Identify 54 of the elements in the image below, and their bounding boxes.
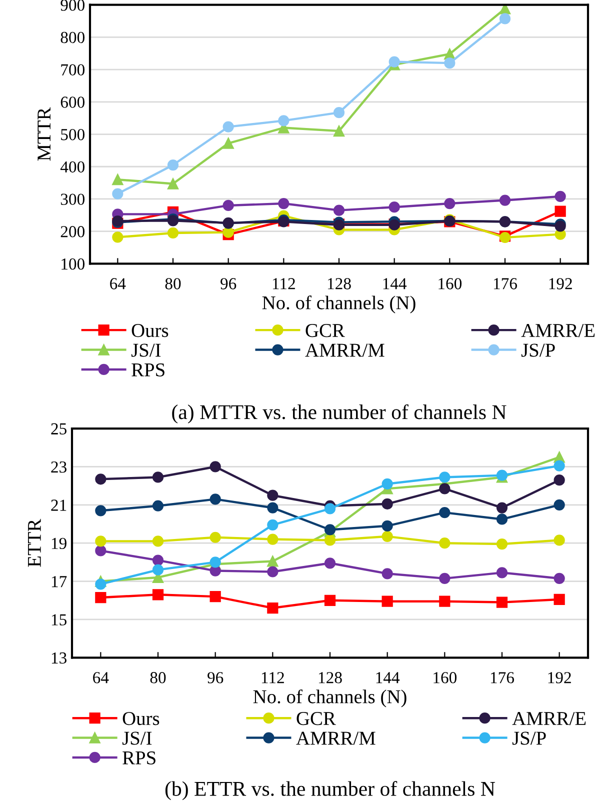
y-tick-label: 800 — [60, 32, 85, 44]
x-tick-label: 80 — [165, 278, 181, 290]
x-tick-label: 192 — [548, 672, 571, 684]
y-tick-label: 13 — [52, 652, 66, 664]
legend-label: AMRR/M — [296, 732, 376, 745]
x-tick-label: 64 — [110, 278, 126, 290]
legend-label: RPS — [122, 751, 156, 764]
legend-label: AMRR/E — [512, 712, 586, 726]
legend-label: JS/I — [122, 732, 152, 745]
x-tick-label: 192 — [549, 278, 572, 290]
legend-label: Ours — [132, 324, 168, 338]
x-axis-title: No. of channels (N) — [262, 295, 416, 314]
y-tick-label: 200 — [60, 226, 85, 238]
y-tick-label: 700 — [61, 64, 85, 76]
x-tick-label: 64 — [93, 672, 109, 684]
legend-label: JS/P — [521, 344, 555, 357]
y-tick-label: 21 — [51, 500, 66, 511]
y-tick-label: 900 — [60, 0, 85, 11]
y-tick-label: 400 — [60, 161, 85, 173]
y-tick-label: 100 — [62, 258, 85, 270]
y-axis-title: ETTR — [28, 518, 41, 567]
legend-label: AMRR/M — [305, 344, 384, 357]
x-tick-label: 80 — [150, 672, 166, 684]
x-tick-label: 128 — [318, 672, 342, 684]
legend-label: GCR — [296, 712, 336, 726]
text: (b) ETTR vs. the number of channels N — [165, 781, 495, 800]
x-tick-label: 144 — [376, 672, 400, 684]
legend-label: JS/P — [512, 732, 546, 745]
x-tick-label: 112 — [262, 672, 284, 684]
x-tick-label: 96 — [208, 672, 224, 684]
y-tick-label: 23 — [51, 461, 66, 473]
x-tick-label: 144 — [383, 278, 407, 290]
y-tick-label: 300 — [60, 194, 85, 205]
y-axis-title: MTTR — [38, 107, 50, 161]
y-tick-label: 500 — [61, 128, 85, 140]
x-tick-label: 160 — [438, 278, 462, 290]
x-tick-label: 160 — [434, 672, 457, 684]
legend-label: Ours — [122, 712, 160, 726]
x-tick-label: 112 — [272, 278, 295, 290]
y-tick-label: 15 — [52, 614, 66, 626]
text: (a) MTTR vs. the number of channels N — [172, 404, 506, 424]
x-tick-label: 176 — [494, 278, 518, 290]
legend-label: AMRR/E — [521, 324, 595, 338]
x-tick-label: 128 — [328, 278, 351, 290]
x-axis-title: No. of channels (N) — [253, 689, 406, 708]
y-tick-label: 600 — [60, 96, 85, 108]
x-tick-label: 176 — [490, 672, 514, 684]
x-tick-label: 96 — [220, 278, 236, 290]
legend-label: RPS — [132, 363, 164, 376]
legend-label: GCR — [306, 324, 345, 338]
legend-label: JS/I — [131, 344, 161, 357]
y-tick-label: 19 — [52, 538, 66, 550]
y-tick-label: 17 — [52, 576, 67, 588]
y-tick-label: 25 — [51, 423, 66, 434]
